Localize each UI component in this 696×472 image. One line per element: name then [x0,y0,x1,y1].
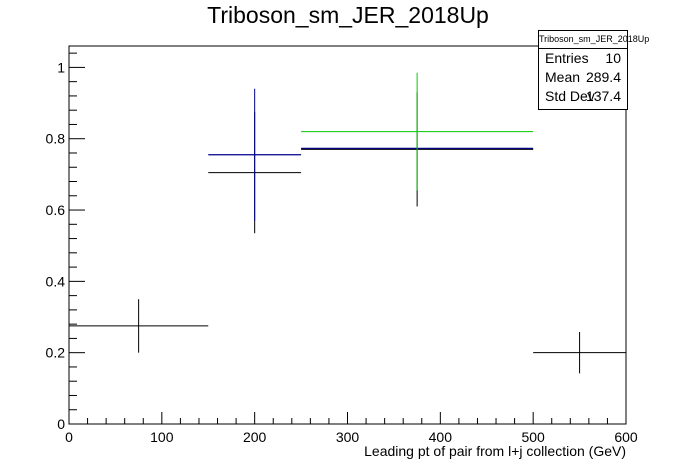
stats-row-stddev: Std Dev 137.4 [539,87,627,106]
stats-box: Triboson_sm_JER_2018Up Entries 10 Mean 2… [538,30,649,110]
x-tick-label: 300 [336,429,360,445]
stats-label: Std Dev [545,88,595,104]
x-tick-label: 100 [150,429,174,445]
stats-box-title: Triboson_sm_JER_2018Up [539,31,649,49]
stats-row-mean: Mean 289.4 [539,68,627,87]
x-tick-label: 400 [429,429,453,445]
stats-value: 10 [605,50,621,66]
x-tick-label: 0 [65,429,73,445]
y-tick-label: 0.8 [46,131,66,147]
y-tick-label: 0.4 [46,273,66,289]
y-tick-label: 1 [57,59,65,75]
stats-value: 289.4 [585,69,621,85]
x-tick-label: 200 [243,429,267,445]
y-tick-label: 0 [57,416,65,432]
stats-value: 137.4 [585,88,621,104]
stats-label: Mean [545,69,581,85]
x-tick-label: 600 [614,429,638,445]
y-tick-label: 0.6 [46,202,66,218]
x-tick-label: 500 [521,429,545,445]
x-axis-label: Leading pt of pair from l+j collection (… [364,443,626,459]
stats-row-entries: Entries 10 [539,49,627,68]
stats-label: Entries [545,50,589,66]
y-tick-label: 0.2 [46,345,66,361]
chart-title: Triboson_sm_JER_2018Up [207,2,489,28]
